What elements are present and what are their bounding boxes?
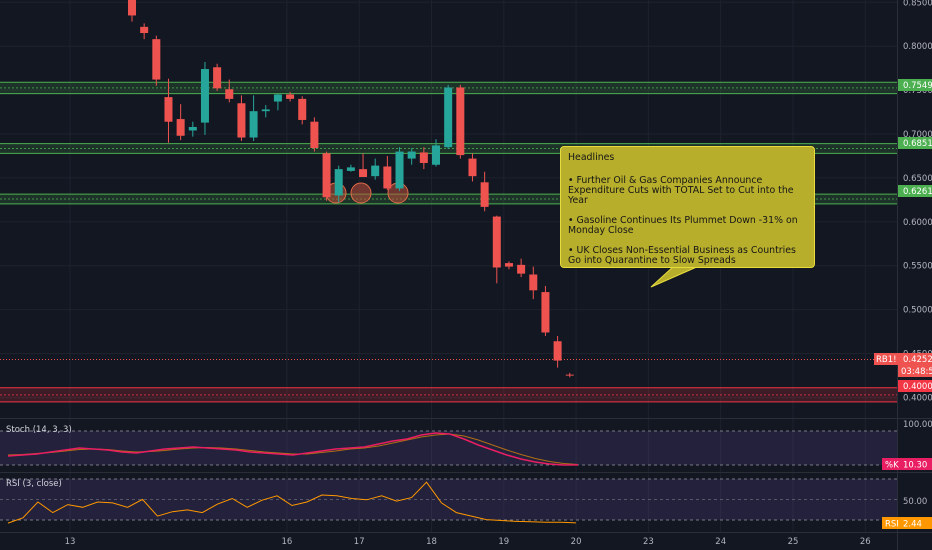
candlestick-series — [128, 0, 574, 378]
candle-body — [480, 182, 489, 207]
price-tick-label: 0.8000 — [903, 42, 932, 52]
symbol-badge-bg — [874, 353, 898, 365]
stoch-value-badge — [882, 458, 932, 470]
support-badge-bg — [898, 380, 932, 392]
headlines-title: Headlines — [568, 152, 615, 163]
time-tick-label: 17 — [354, 537, 365, 547]
stoch-badge-label: %K — [885, 461, 899, 471]
candle-body — [249, 111, 258, 138]
stoch-axis-label: 100.00 — [903, 420, 932, 430]
candle-body — [419, 152, 428, 163]
candle-body — [395, 151, 404, 189]
candle-body — [456, 87, 465, 156]
rsi-badge-label: RSI — [885, 520, 899, 530]
stoch-band — [0, 431, 897, 465]
support-badge-label: 0.4000 — [903, 382, 932, 392]
candle-body — [128, 0, 136, 16]
zone-badge-label: 0.7549 — [903, 81, 932, 91]
headline-item: • Gasoline Continues Its Plummet Down -3… — [568, 215, 798, 236]
headline-item: • Further Oil & Gas Companies Announce E… — [568, 175, 794, 206]
time-tick-label: 18 — [426, 537, 437, 547]
time-tick-label: 16 — [281, 537, 292, 547]
candle-body — [213, 67, 222, 89]
candle-body — [225, 89, 234, 99]
candle-body — [273, 94, 282, 102]
candle-body — [261, 109, 270, 112]
candle-body — [322, 153, 331, 198]
stoch-title[interactable]: Stoch (14, 3, 3) — [6, 425, 72, 435]
rsi-badge-value: 2.44 — [903, 520, 922, 530]
candle-body — [492, 216, 501, 268]
price-tick-label: 0.6500 — [903, 174, 932, 184]
last-price-badge-bg — [898, 353, 932, 377]
price-tick-label: 0.5500 — [903, 262, 932, 272]
time-tick-label: 26 — [860, 537, 871, 547]
candle-body — [152, 39, 161, 80]
candle-body — [188, 126, 197, 131]
countdown-label: 03:48:53 — [901, 367, 932, 377]
price-tick-label: 0.8500 — [903, 0, 932, 8]
candle-body — [541, 292, 550, 333]
candle-body — [164, 97, 173, 122]
stoch-k-line — [7, 432, 579, 466]
support-touch-circle — [350, 182, 372, 204]
candle-body — [444, 87, 453, 148]
stoch-badge-value: 10.30 — [903, 461, 927, 471]
time-tick-label: 19 — [498, 537, 509, 547]
zone-badge-bg — [898, 137, 932, 149]
candle-body — [432, 145, 440, 165]
zone-badge-label: 0.6261 — [903, 187, 932, 197]
zone-badge-bg — [898, 185, 932, 197]
candle-body — [334, 169, 343, 196]
time-axis[interactable]: 131617181920232425262730 — [65, 537, 932, 547]
price-tick-label: 0.6000 — [903, 218, 932, 228]
time-tick-label: 23 — [643, 537, 654, 547]
candle-body — [346, 167, 355, 171]
rsi-band — [0, 479, 897, 520]
time-tick-label: 25 — [788, 537, 799, 547]
zone-badge-bg — [898, 79, 932, 91]
candle-body — [468, 158, 477, 177]
candle-body — [383, 166, 392, 189]
rsi-axis-label: 50.00 — [903, 497, 927, 507]
candle-body — [298, 98, 307, 120]
time-tick-label: 24 — [715, 537, 726, 547]
rsi-title[interactable]: RSI (3, close) — [6, 479, 62, 489]
price-tick-label: 0.7500 — [903, 86, 932, 96]
candle-body — [286, 94, 295, 99]
rsi-line — [7, 481, 577, 524]
symbol-badge-label: RB1! — [876, 355, 897, 365]
candle-body — [504, 263, 513, 267]
candle-body — [553, 341, 562, 361]
price-tick-label: 0.7000 — [903, 130, 932, 140]
rsi-value-badge — [882, 517, 932, 529]
candle-body — [237, 103, 246, 138]
last-price-label: 0.4252 — [903, 355, 932, 365]
price-gridlines — [0, 0, 897, 532]
candle-body — [565, 374, 574, 376]
candle-body — [407, 151, 416, 159]
candle-body — [529, 274, 538, 291]
time-tick-label: 13 — [65, 537, 76, 547]
candle-body — [517, 264, 526, 274]
candle-body — [310, 121, 319, 149]
price-tick-label: 0.4000 — [903, 393, 932, 403]
candle-body — [371, 165, 380, 177]
candle-body — [200, 69, 209, 123]
candle-body — [359, 169, 368, 178]
candle-body — [140, 26, 149, 34]
headline-item: • UK Closes Non-Essential Business as Co… — [568, 245, 796, 266]
zone-badge-label: 0.6851 — [903, 139, 932, 149]
price-tick-label: 0.5000 — [903, 306, 932, 316]
time-tick-label: 20 — [571, 537, 582, 547]
candle-body — [176, 119, 185, 136]
headlines-callout[interactable]: Headlines • Further Oil & Gas Companies … — [560, 146, 815, 268]
